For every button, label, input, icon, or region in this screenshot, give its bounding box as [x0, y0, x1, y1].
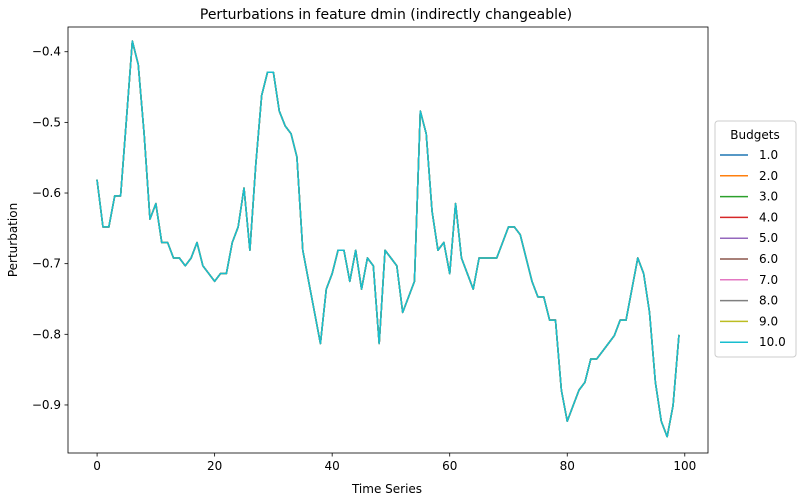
series-lines: [96, 40, 680, 438]
y-axis-ticks: −0.9 −0.8 −0.7 −0.6 −0.5 −0.4: [32, 45, 68, 412]
plot-area: [68, 27, 708, 453]
x-axis-title: Time Series: [351, 482, 422, 496]
y-tick-label: −0.5: [32, 115, 61, 129]
x-axis-ticks: 0 20 40 60 80 100: [93, 453, 696, 473]
y-tick-label: −0.8: [32, 327, 61, 341]
y-axis-title: Perturbation: [6, 203, 20, 277]
legend-frame: [714, 120, 797, 358]
legend-title: Budgets: [730, 128, 779, 142]
y-tick-label: −0.6: [32, 186, 61, 200]
x-tick-label: 100: [673, 459, 696, 473]
legend-label: 9.0: [759, 314, 778, 328]
chart-title: Perturbations in feature dmin (indirectl…: [200, 7, 572, 23]
y-tick-label: −0.9: [32, 398, 61, 412]
legend-label: 6.0: [759, 252, 778, 266]
legend-label: 8.0: [759, 294, 778, 308]
legend-label: 2.0: [759, 169, 778, 183]
legend-label: 7.0: [759, 273, 778, 287]
x-tick-label: 40: [325, 459, 340, 473]
x-tick-label: 60: [442, 459, 457, 473]
legend-label: 1.0: [759, 148, 778, 162]
x-tick-label: 80: [560, 459, 575, 473]
y-tick-label: −0.4: [32, 45, 61, 59]
x-tick-label: 0: [93, 459, 101, 473]
plot-frame: [67, 26, 709, 454]
legend-items: 1.0 2.0 3.0 4.0 5.0 6.0 7.0 8.0 9.0 10.0: [720, 148, 786, 349]
series-line-10-0: [96, 40, 680, 438]
x-tick-label: 20: [207, 459, 222, 473]
legend-label: 4.0: [759, 210, 778, 224]
legend-label: 3.0: [759, 190, 778, 204]
y-tick-label: −0.7: [32, 257, 61, 271]
legend: Budgets 1.0 2.0 3.0 4.0 5.0 6.0 7.0 8.0 9.0 10.0: [714, 120, 797, 358]
legend-label: 5.0: [759, 231, 778, 245]
legend-label: 10.0: [759, 335, 786, 349]
